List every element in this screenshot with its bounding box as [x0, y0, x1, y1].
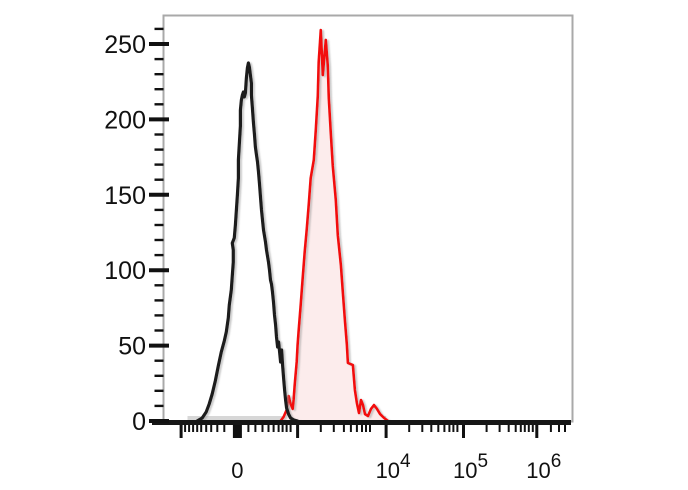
- x-tick-label: 0: [231, 458, 243, 483]
- y-tick-label: 50: [118, 333, 146, 361]
- x-tick-label: 105: [453, 451, 488, 483]
- series-stained-sample-red: [279, 28, 390, 423]
- plot-border: [162, 14, 574, 423]
- x-tick-label: 104: [376, 451, 411, 483]
- y-tick-label: 100: [104, 257, 146, 285]
- series-unstained-control-black: [195, 61, 300, 423]
- stained-sample-red-fill: [280, 30, 389, 421]
- x-axis-zero-tick: [232, 425, 242, 438]
- y-tick-label: 150: [104, 182, 146, 210]
- y-tick-label: 250: [104, 31, 146, 59]
- x-tick-label: 106: [526, 451, 561, 483]
- y-tick-label: 0: [132, 408, 146, 436]
- y-tick-label: 200: [104, 106, 146, 134]
